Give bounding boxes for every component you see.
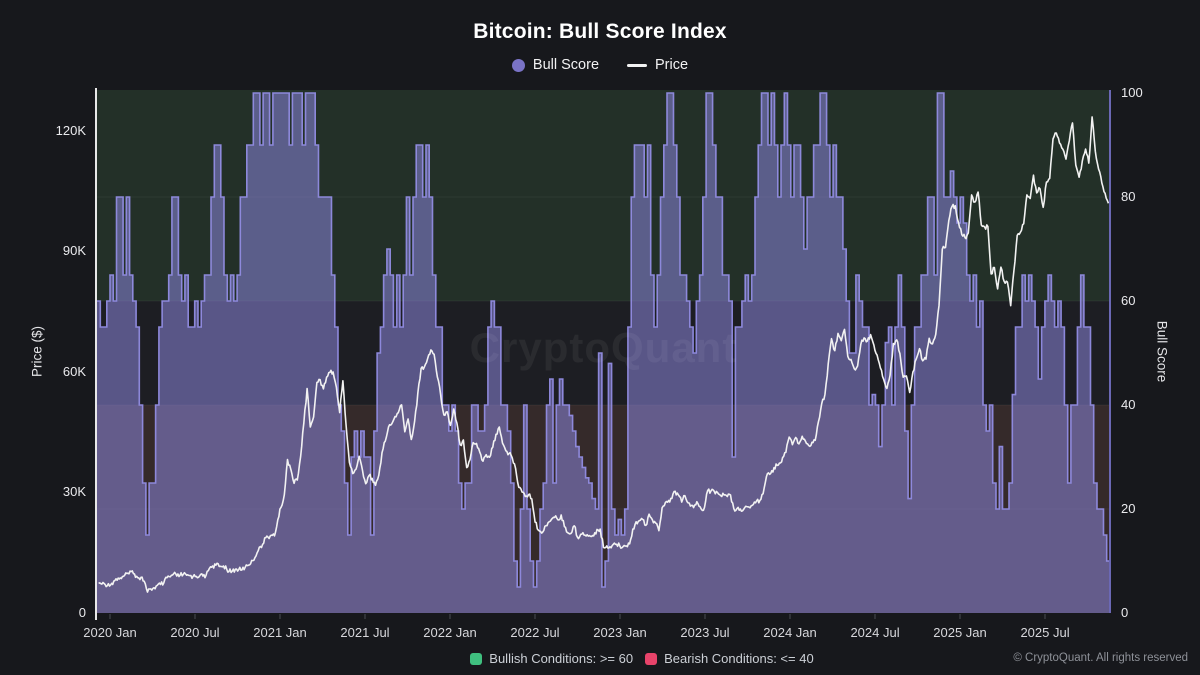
- price-tick-label: 120K: [55, 122, 86, 138]
- score-tick-label: 100: [1121, 85, 1143, 100]
- x-tick-label: 2023 Jul: [680, 625, 730, 640]
- x-tick-label: 2022 Jan: [423, 625, 477, 640]
- conditions-legend: Bullish Conditions: >= 60 Bearish Condit…: [42, 651, 1200, 666]
- bearish-conditions-item: Bearish Conditions: <= 40: [645, 651, 814, 666]
- price-tick-label: 0: [78, 605, 86, 620]
- score-tick-label: 20: [1121, 501, 1136, 516]
- x-tick-label: 2020 Jan: [83, 625, 137, 640]
- price-tick-label: 30K: [62, 484, 86, 500]
- bull-score-legend-label: Bull Score: [532, 57, 600, 73]
- x-tick-label: 2021 Jul: [340, 625, 390, 640]
- legend-item-bull-score[interactable]: Bull Score: [511, 57, 600, 73]
- bullish-conditions-item: Bullish Conditions: >= 60: [470, 651, 633, 666]
- price-legend-label: Price: [655, 57, 689, 73]
- chart-title: Bitcoin: Bull Score Index: [473, 20, 727, 43]
- x-tick-label: 2024 Jan: [763, 625, 817, 640]
- x-tick-label: 2025 Jan: [933, 625, 987, 640]
- legend-item-price[interactable]: Price: [627, 57, 688, 73]
- bearish-swatch-icon: [645, 652, 658, 665]
- score-tick-label: 0: [1121, 605, 1129, 620]
- bullish-conditions-label: Bullish Conditions: >= 60: [489, 651, 634, 666]
- x-tick-label: 2024 Jul: [850, 625, 900, 640]
- bull-score-legend-dot-icon: [511, 58, 525, 72]
- price-tick-label: 90K: [62, 243, 86, 259]
- x-tick-label: 2023 Jan: [593, 625, 647, 640]
- score-tick-label: 40: [1121, 397, 1136, 412]
- x-tick-label: 2025 Jul: [1020, 625, 1070, 640]
- x-tick-label: 2022 Jul: [510, 625, 560, 640]
- score-tick-label: 80: [1121, 189, 1136, 204]
- copyright: © CryptoQuant. All rights reserved: [1013, 652, 1188, 664]
- x-tick-label: 2021 Jan: [253, 625, 307, 640]
- bearish-conditions-label: Bearish Conditions: <= 40: [664, 651, 814, 666]
- score-tick-label: 60: [1121, 293, 1136, 308]
- price-tick-label: 60K: [62, 363, 86, 379]
- chart-legend: Bull Score Price: [0, 57, 1200, 73]
- x-tick-label: 2020 Jul: [170, 625, 220, 640]
- bullish-swatch-icon: [470, 652, 483, 665]
- price-legend-line-icon: [627, 63, 648, 67]
